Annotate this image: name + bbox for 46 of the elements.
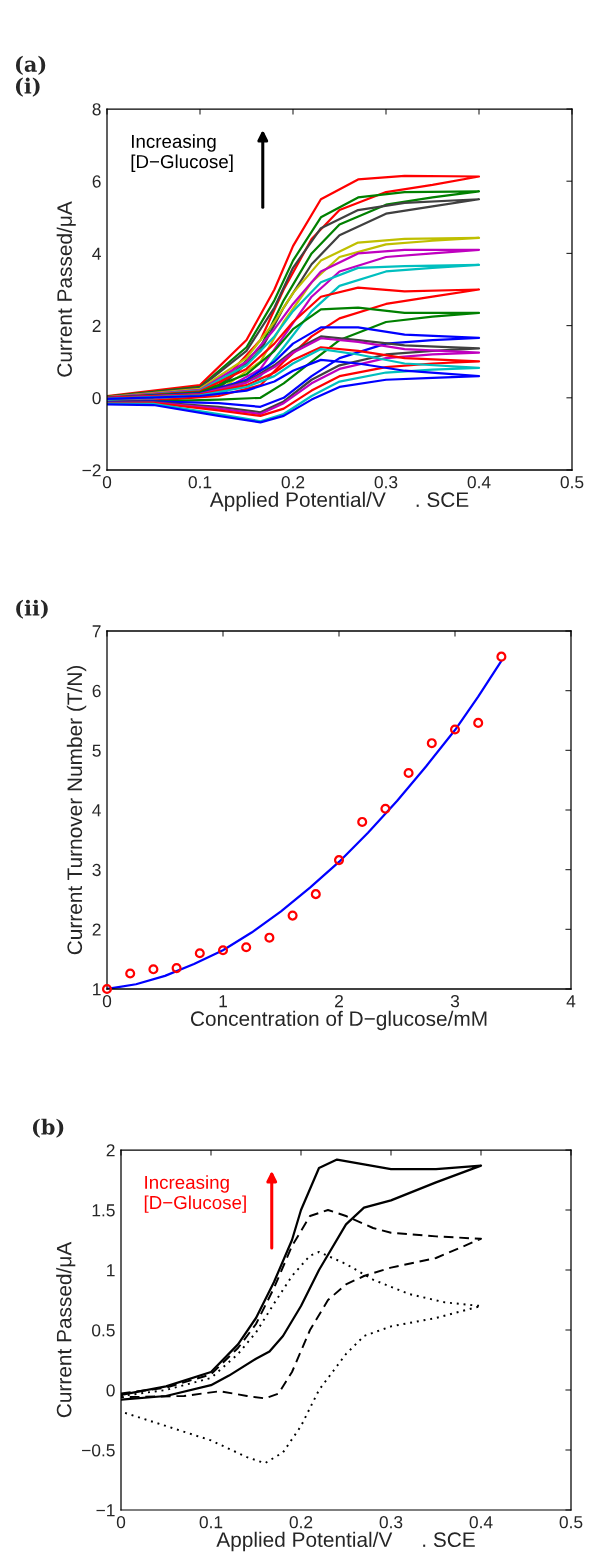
annotation: Increasing [D−Glucose] <box>144 1175 246 1213</box>
x-tick-label: 0.4 <box>469 1516 493 1529</box>
y-tick-label: 0.5 <box>91 1324 115 1337</box>
y-tick-label: 6 <box>92 684 101 698</box>
x-tick-label: 0.3 <box>374 476 398 489</box>
y-tick-label: 7 <box>92 625 101 638</box>
annotation: Increasing [D−Glucose] <box>131 134 233 172</box>
y-tick-label: 0 <box>106 1384 115 1397</box>
chart-title: (a) (i) <box>15 55 46 97</box>
y-axis-title: Current Passed/μA <box>56 201 76 377</box>
x-tick-label: 0.1 <box>199 1516 223 1529</box>
y-tick-label: 2 <box>92 319 101 332</box>
x-tick-label: 0.2 <box>289 1516 313 1529</box>
chart-title: (b) <box>32 1118 64 1138</box>
y-tick-label: 3 <box>92 863 101 877</box>
y-tick-label: −0.5 <box>82 1444 115 1457</box>
x-axis-title: Applied Potential/V . SCE <box>209 491 469 512</box>
x-tick-label: 0 <box>116 1516 126 1529</box>
y-axis-title: Current Turnover Number (T/N) <box>66 665 87 955</box>
y-tick-label: −2 <box>82 464 101 477</box>
x-tick-label: 0.3 <box>379 1516 403 1529</box>
y-tick-label: 2 <box>92 923 101 936</box>
y-tick-label: 0 <box>92 391 101 405</box>
chart-title: (ii) <box>16 599 48 619</box>
x-tick-label: 0.5 <box>559 1516 583 1529</box>
y-tick-label: 6 <box>92 175 101 188</box>
y-tick-label: 2 <box>106 1144 115 1157</box>
y-tick-label: 1.5 <box>92 1204 115 1217</box>
x-tick-label: 1 <box>219 995 227 1008</box>
y-tick-label: −1 <box>96 1504 115 1517</box>
y-tick-label: 8 <box>92 103 101 116</box>
x-tick-label: 0.2 <box>281 476 305 489</box>
x-axis-title: Concentration of D−glucose/mM <box>190 1010 487 1031</box>
x-tick-label: 0.5 <box>560 476 584 489</box>
y-axis-title: Current Passed/μA <box>56 1241 76 1418</box>
y-tick-label: 1 <box>107 1264 115 1277</box>
x-axis-title: Applied Potential/V . SCE <box>216 1531 475 1552</box>
x-tick-label: 2 <box>335 995 343 1008</box>
x-tick-label: 0.4 <box>467 476 491 489</box>
y-tick-label: 1 <box>93 983 101 996</box>
y-tick-label: 5 <box>92 744 101 757</box>
x-tick-label: 0.1 <box>188 476 212 489</box>
x-tick-label: 4 <box>566 995 576 1008</box>
x-tick-label: 3 <box>450 995 460 1008</box>
y-tick-label: 4 <box>92 804 101 817</box>
y-tick-label: 4 <box>92 247 101 260</box>
